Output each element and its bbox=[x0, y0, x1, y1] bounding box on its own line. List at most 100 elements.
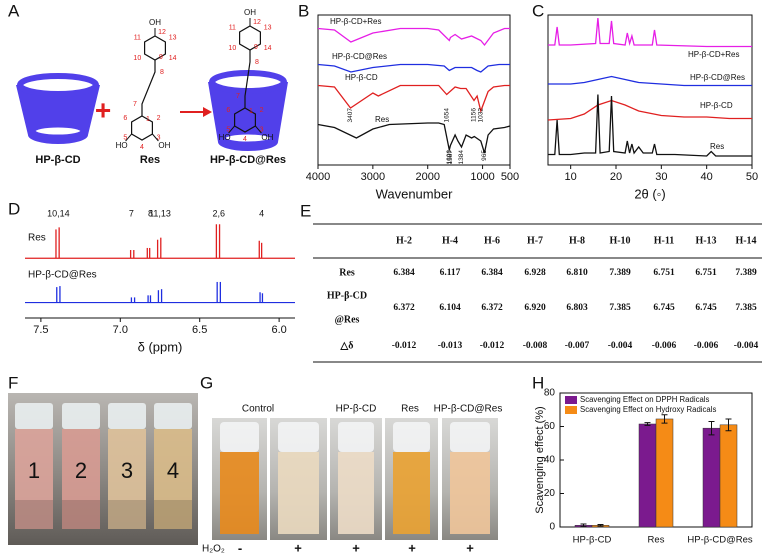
sample-label: HP-β-CD bbox=[336, 404, 377, 415]
atom-number: 2 bbox=[157, 115, 161, 122]
atom-number: 10 bbox=[133, 55, 141, 62]
table-cell: -0.012 bbox=[392, 341, 417, 351]
x-tick-label: 1000 bbox=[470, 171, 494, 183]
atom-number: 9 bbox=[254, 44, 258, 51]
y-tick-label: 80 bbox=[544, 388, 556, 399]
spectrum-line bbox=[317, 122, 511, 154]
atom-number: 1 bbox=[146, 116, 150, 123]
table-cell: 6.745 bbox=[695, 303, 717, 313]
atom-number: 13 bbox=[264, 25, 272, 32]
table-cell: 6.920 bbox=[524, 303, 546, 313]
hydroxyl: OH bbox=[149, 18, 161, 27]
cuvette bbox=[278, 452, 319, 534]
series-label: HP-β-CD@Res bbox=[690, 73, 745, 82]
atom-number: 3 bbox=[157, 134, 161, 141]
table-cell: 6.372 bbox=[393, 303, 415, 313]
x-tick-label: 10 bbox=[565, 171, 577, 183]
sample-label: HP-β-CD@Res bbox=[434, 404, 503, 415]
peak-label: 1587 bbox=[447, 150, 454, 165]
cuvette-cap bbox=[393, 422, 430, 452]
table-cell: 7.385 bbox=[609, 303, 631, 313]
bond bbox=[255, 125, 262, 134]
peak-label: 1606 bbox=[446, 150, 453, 165]
hydroxyl: HO bbox=[219, 133, 231, 142]
bar bbox=[655, 418, 674, 528]
column-header: H-13 bbox=[695, 235, 716, 246]
x-tick-label: 2000 bbox=[415, 171, 439, 183]
peak-label: 11,13 bbox=[149, 208, 171, 218]
x-tick-label: 7.0 bbox=[113, 324, 128, 336]
reagent-label: H₂O₂ bbox=[202, 544, 225, 555]
cuvette-number: 4 bbox=[167, 458, 179, 483]
x-axis-label: δ (ppm) bbox=[138, 339, 183, 354]
cuvette bbox=[393, 452, 430, 534]
spectrum-line bbox=[317, 27, 510, 47]
table-cell: -0.004 bbox=[608, 341, 633, 351]
peak-label: 1032 bbox=[478, 108, 485, 123]
cuvette-number: 2 bbox=[75, 458, 87, 483]
atom-number: 8 bbox=[160, 69, 164, 76]
table-cell: -0.012 bbox=[480, 341, 505, 351]
column-header: H-4 bbox=[442, 235, 458, 246]
column-header: H-7 bbox=[527, 235, 543, 246]
table-cell: 6.751 bbox=[695, 268, 717, 278]
hydroxyl: OH bbox=[158, 141, 170, 150]
cuvette-cap bbox=[15, 403, 53, 429]
peak-label: 1654 bbox=[443, 108, 450, 123]
row-label: HP-β-CD bbox=[327, 290, 367, 301]
y-tick-label: 20 bbox=[544, 488, 556, 499]
bond bbox=[152, 133, 159, 142]
atom-number: 6 bbox=[226, 107, 230, 114]
plot-frame bbox=[547, 14, 753, 166]
hydroxyl: OH bbox=[244, 8, 256, 17]
atom-number: 4 bbox=[140, 144, 144, 151]
cuvette-base bbox=[62, 500, 100, 529]
table-cell: 7.385 bbox=[735, 303, 757, 313]
table-cell: -0.006 bbox=[652, 341, 677, 351]
table-cell: 6.384 bbox=[393, 268, 415, 278]
reagent-sign: + bbox=[352, 540, 360, 555]
atom-number: 5 bbox=[123, 134, 127, 141]
x-tick-label: 3000 bbox=[361, 171, 385, 183]
bar bbox=[702, 427, 721, 528]
atom-number: 3 bbox=[260, 126, 264, 133]
x-tick-label: HP-β-CD@Res bbox=[687, 535, 752, 546]
column-header: H-14 bbox=[735, 235, 756, 246]
bar bbox=[719, 424, 738, 528]
series-label: HP-β-CD bbox=[345, 73, 378, 82]
x-tick-label: 6.0 bbox=[271, 324, 286, 336]
table-cell: 6.928 bbox=[524, 268, 546, 278]
table-cell: -0.013 bbox=[438, 341, 463, 351]
x-tick-label: 6.5 bbox=[192, 324, 207, 336]
panel-label: D bbox=[8, 199, 20, 218]
peak-label: 7 bbox=[129, 208, 134, 218]
sample-label: Control bbox=[242, 404, 274, 415]
atom-number: 12 bbox=[253, 19, 261, 26]
cuvette bbox=[108, 429, 146, 529]
spectrum-line bbox=[548, 75, 752, 87]
table-cell: 6.751 bbox=[653, 268, 675, 278]
cuvette bbox=[338, 452, 374, 534]
atom-number: 14 bbox=[169, 55, 177, 62]
peak-label: 965 bbox=[481, 150, 488, 161]
table-cell: -0.007 bbox=[565, 341, 590, 351]
cuvette bbox=[154, 429, 192, 529]
x-tick-label: 7.5 bbox=[33, 324, 48, 336]
panel-label: A bbox=[8, 1, 20, 20]
product-label: HP-β-CD@Res bbox=[210, 154, 286, 166]
series-label: Res bbox=[375, 115, 389, 124]
x-tick-label: 40 bbox=[701, 171, 713, 183]
cuvette-base bbox=[108, 500, 146, 529]
x-tick-label: 50 bbox=[746, 171, 758, 183]
error-bar bbox=[580, 523, 587, 528]
guest-label: Res bbox=[140, 154, 160, 166]
ring bbox=[234, 107, 256, 133]
bar bbox=[638, 423, 657, 528]
column-header: H-10 bbox=[609, 235, 630, 246]
bond bbox=[125, 133, 132, 142]
error-bar bbox=[597, 523, 604, 527]
y-tick-label: 60 bbox=[544, 421, 556, 432]
cuvette-base bbox=[154, 500, 192, 529]
cuvette-cap bbox=[108, 403, 146, 429]
